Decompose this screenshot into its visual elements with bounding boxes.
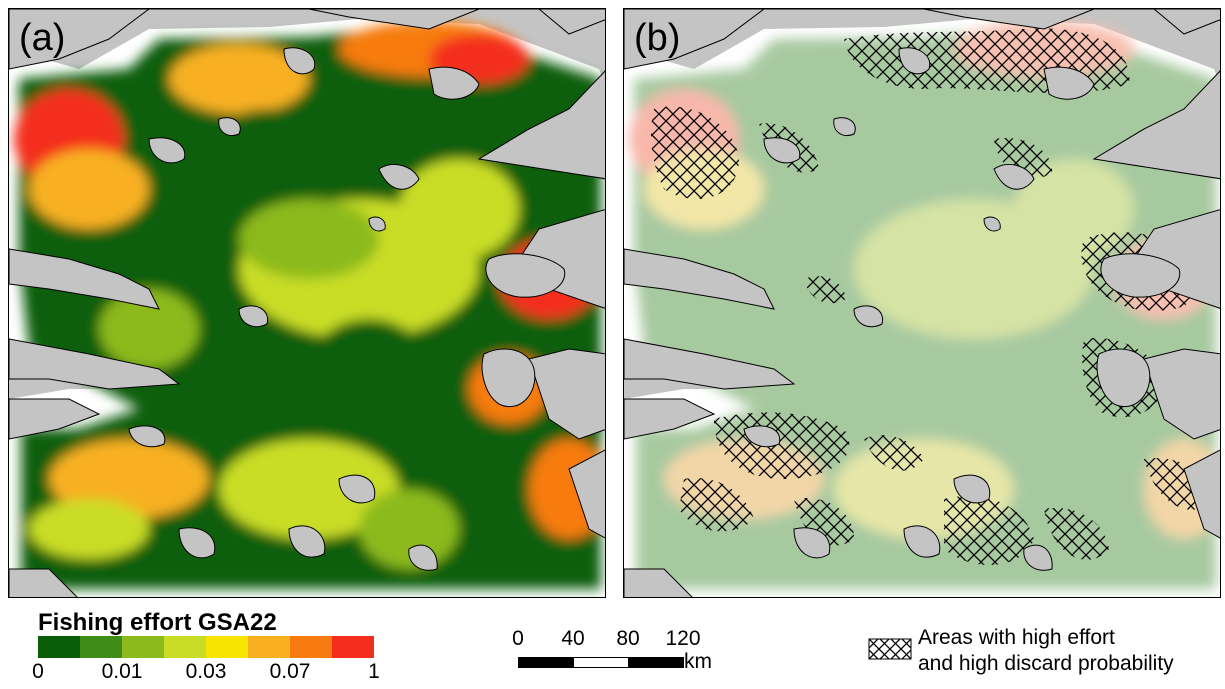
colorbar-swatch-6	[290, 636, 332, 658]
hatch-legend-line1: Areas with high effort	[918, 626, 1115, 649]
legend-title: Fishing effort GSA22	[38, 609, 277, 636]
scale-label-40: 40	[561, 627, 585, 650]
colorbar-swatch-7	[332, 636, 374, 658]
scale-bar: 0 40 80 120 km	[504, 627, 724, 677]
scale-label-120: 120	[665, 627, 701, 650]
colorbar-tick-3: 0.07	[269, 660, 311, 683]
scale-unit: km	[684, 650, 712, 673]
land-masses	[624, 9, 1220, 597]
effort-raster	[14, 21, 605, 589]
colorbar-swatch-1	[80, 636, 122, 658]
scale-label-80: 80	[616, 627, 640, 650]
colorbar-tick-1: 0.01	[101, 660, 143, 683]
hatch-legend-text: Areas with high effort and high discard …	[918, 625, 1174, 677]
land-masses	[9, 9, 605, 597]
colorbar-tick-4: 1	[368, 660, 380, 683]
hatch-legend-swatch	[868, 638, 912, 660]
map-a-svg	[9, 9, 605, 597]
colorbar-tick-0: 0	[32, 660, 44, 683]
colorbar-swatch-5	[248, 636, 290, 658]
scale-segment-1	[518, 657, 574, 668]
colorbar-swatch-4	[206, 636, 248, 658]
colorbar-swatch-0	[38, 636, 80, 658]
scale-segment-2	[573, 657, 629, 668]
colorbar	[38, 636, 374, 658]
colorbar-swatch-3	[164, 636, 206, 658]
panel-a-label: (a)	[19, 17, 66, 59]
colorbar-swatch-2	[122, 636, 164, 658]
map-panel-b: (b)	[623, 8, 1221, 598]
colorbar-tick-2: 0.03	[185, 660, 227, 683]
map-b-svg	[624, 9, 1220, 597]
panel-b-label: (b)	[634, 17, 681, 59]
map-panel-a: (a)	[8, 8, 606, 598]
scale-segment-3	[628, 657, 684, 668]
hatch-legend-line2: and high discard probability	[918, 652, 1174, 675]
scale-label-0: 0	[512, 627, 524, 650]
